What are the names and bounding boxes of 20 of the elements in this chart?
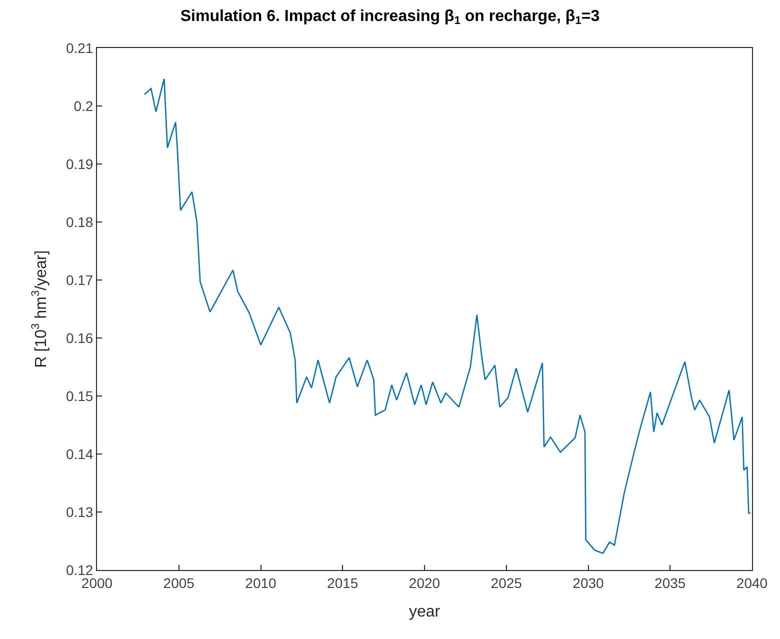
- y-tick-label: 0.2: [74, 98, 94, 114]
- x-tick-label: 2040: [736, 574, 768, 591]
- y-tick-label: 0.13: [66, 504, 94, 520]
- y-tick-label: 0.15: [66, 388, 94, 404]
- x-axis-title: year: [408, 604, 441, 620]
- x-tick-label: 2020: [408, 574, 440, 591]
- y-tick-label: 0.18: [66, 214, 94, 230]
- y-tick-label: 0.21: [66, 40, 94, 56]
- x-tick-label: 2030: [572, 574, 604, 591]
- line-series: [144, 78, 752, 554]
- x-tick-label: 2005: [163, 574, 195, 591]
- y-tick-label: 0.17: [66, 272, 94, 288]
- x-tick-label: 2035: [654, 574, 686, 591]
- y-tick-label: 0.16: [66, 330, 94, 346]
- x-tick-label: 2025: [490, 574, 522, 591]
- y-tick-label: 0.14: [66, 446, 94, 462]
- chart-title: Simulation 6. Impact of increasing β$_{1}$ on recharge, β$_{1}$=3: [180, 8, 600, 28]
- x-tick-label: 2010: [245, 574, 277, 591]
- y-tick-label: 0.19: [66, 156, 94, 172]
- x-tick-label: 2015: [327, 574, 358, 591]
